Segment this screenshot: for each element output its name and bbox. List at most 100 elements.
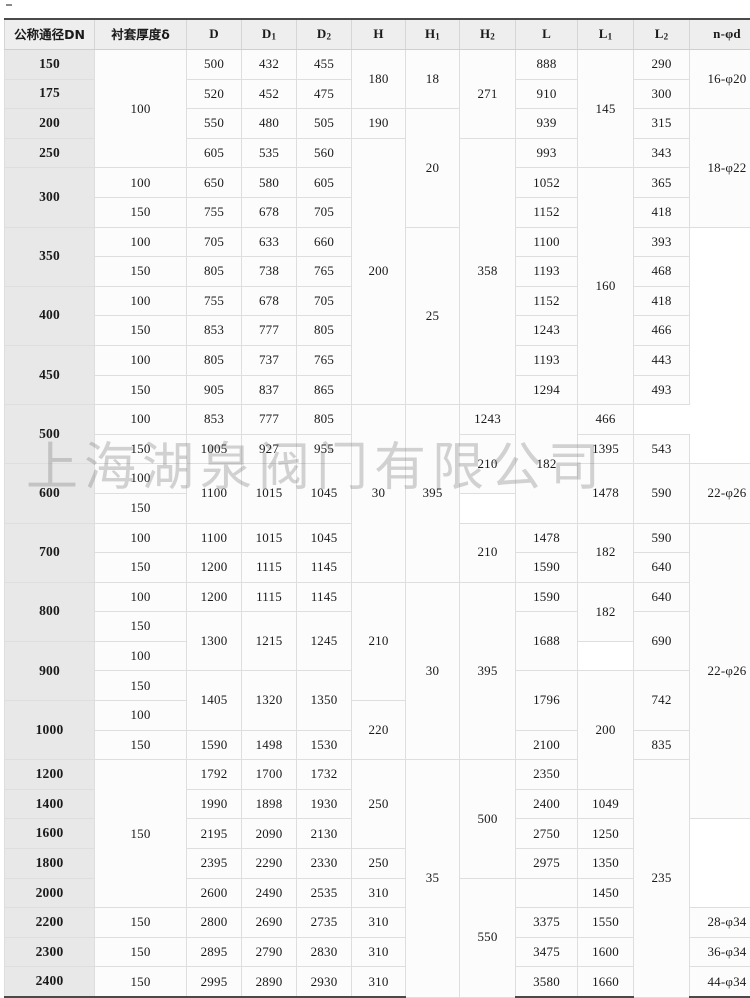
cell-thickness: 100 [95, 50, 187, 168]
cell-L: 1243 [516, 316, 578, 346]
cell-D1: 1700 [242, 760, 297, 790]
cell-L2: 640 [634, 553, 690, 583]
cell-H: 220 [352, 701, 406, 760]
cell-D1: 1115 [242, 553, 297, 583]
cell-D: 2195 [187, 819, 242, 849]
cell-dn: 2000 [5, 878, 95, 908]
cell-D: 2800 [187, 908, 242, 938]
cell-D2: 2930 [297, 967, 352, 997]
cell-L2: 365 [634, 168, 690, 198]
cell-H1: 30 [406, 582, 460, 760]
cell-D: 1990 [187, 789, 242, 819]
cell-dn: 900 [5, 641, 95, 700]
cell-thickness: 150 [95, 434, 187, 464]
cell-D2: 2330 [297, 849, 352, 879]
cell-L2: 493 [634, 375, 690, 405]
cell-D: 1300 [187, 612, 242, 671]
cell-bolt: 22-φ26 [690, 523, 750, 819]
cell-L: 1052 [516, 168, 578, 198]
cell-D2: 1145 [297, 553, 352, 583]
cell-H1: 25 [406, 227, 460, 405]
table-header: 公称通径DN 衬套厚度δ D D1 D2 H H1 H2 L L1 L2 n-φ… [5, 19, 750, 50]
cell-dn: 175 [5, 79, 95, 109]
cell-thickness: 150 [95, 316, 187, 346]
table-body: 150 100 500 432 455 180 18 271 888 145 2… [5, 50, 750, 998]
header-bolt-pattern: n-φd [690, 19, 750, 50]
cell-dn: 1800 [5, 849, 95, 879]
cell-L: 1152 [516, 197, 578, 227]
cell-D: 2895 [187, 937, 242, 967]
cell-L2: 1450 [578, 878, 634, 908]
header-L1: L1 [578, 19, 634, 50]
cell-L: 2350 [516, 760, 578, 790]
cell-bolt: 18-φ22 [690, 109, 750, 227]
cell-H: 310 [352, 878, 406, 908]
cell-D: 755 [187, 286, 242, 316]
table-row: 500 100 853 777 805 30 395 1243 182 466 [5, 405, 750, 435]
cell-H2: 358 [460, 138, 516, 404]
cell-L: 1590 [516, 582, 578, 612]
cell-D1: 1320 [242, 671, 297, 730]
header-L2: L2 [634, 19, 690, 50]
cell-D2: 2130 [297, 819, 352, 849]
cell-H: 200 [352, 138, 406, 404]
cell-L: 1243 [460, 405, 516, 435]
cell-dn: 150 [5, 50, 95, 80]
header-H2: H2 [460, 19, 516, 50]
cell-L: 1193 [516, 257, 578, 287]
cell-D: 853 [187, 316, 242, 346]
cell-thickness: 150 [95, 730, 187, 760]
cell-D2: 660 [297, 227, 352, 257]
cell-D: 705 [187, 227, 242, 257]
cell-dn: 800 [5, 582, 95, 641]
cell-D1: 535 [242, 138, 297, 168]
cell-H: 190 [352, 109, 406, 139]
cell-dn: 500 [5, 405, 95, 464]
cell-D1: 737 [242, 345, 297, 375]
cell-D2: 2535 [297, 878, 352, 908]
cell-thickness: 150 [95, 197, 187, 227]
cell-D2: 805 [297, 405, 352, 435]
cell-thickness: 150 [95, 937, 187, 967]
cell-L: 1590 [516, 553, 578, 583]
cell-D2: 1045 [297, 464, 352, 523]
cell-D: 755 [187, 197, 242, 227]
cell-D1: 2790 [242, 937, 297, 967]
cell-D1: 432 [242, 50, 297, 80]
table-row: 1200 150 1792 1700 1732 250 35 500 2350 … [5, 760, 750, 790]
cell-D1: 1015 [242, 523, 297, 553]
cell-dn: 400 [5, 286, 95, 345]
cell-bolt: 44-φ34 [690, 967, 750, 997]
cell-L1: 145 [578, 50, 634, 168]
cell-D2: 765 [297, 345, 352, 375]
cell-D2: 560 [297, 138, 352, 168]
cell-L1: 160 [578, 168, 634, 405]
cell-D: 1792 [187, 760, 242, 790]
cell-L1: 182 [578, 582, 634, 641]
cell-L: 1152 [516, 286, 578, 316]
header-D1: D1 [242, 19, 297, 50]
cell-thickness: 150 [95, 671, 187, 701]
cell-D1: 2090 [242, 819, 297, 849]
cell-L2: 543 [634, 434, 690, 464]
cell-D1: 580 [242, 168, 297, 198]
cell-thickness: 150 [95, 257, 187, 287]
cell-D2: 455 [297, 50, 352, 80]
header-nominal-diameter: 公称通径DN [5, 19, 95, 50]
cell-thickness: 150 [95, 375, 187, 405]
cell-D: 805 [187, 257, 242, 287]
cell-L: 910 [516, 79, 578, 109]
cell-D1: 678 [242, 197, 297, 227]
cell-thickness: 150 [95, 760, 187, 908]
cell-H: 210 [460, 434, 516, 493]
cell-dn: 2400 [5, 967, 95, 997]
cell-L2: 1350 [578, 849, 634, 879]
cell-L2: 742 [634, 671, 690, 730]
cell-dn: 600 [5, 464, 95, 523]
cell-L2: 443 [634, 345, 690, 375]
cell-D2: 1350 [297, 671, 352, 730]
cell-bolt: 22-φ26 [690, 464, 750, 523]
cell-D1: 1898 [242, 789, 297, 819]
cell-D2: 705 [297, 197, 352, 227]
